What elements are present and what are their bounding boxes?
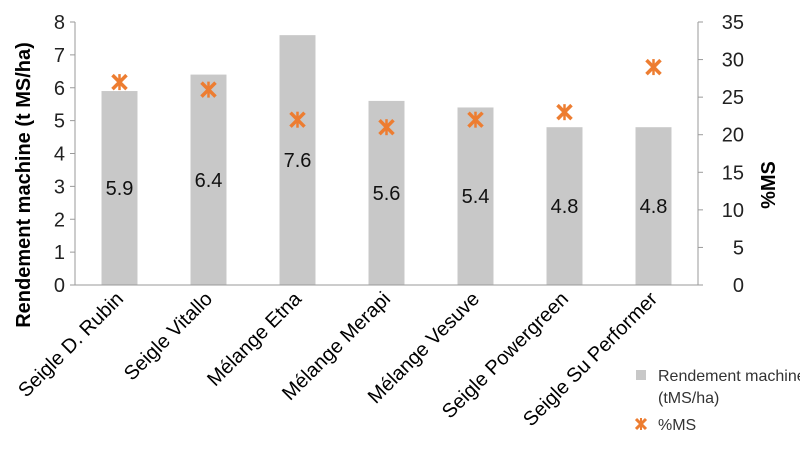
y-tick-label: 4 [54,144,65,166]
left-axis-ticks: 0 1 2 3 4 5 6 7 8 [54,12,75,297]
y-tick-label: 8 [54,12,65,34]
ms-point [289,111,306,128]
legend-bar-swatch [636,370,646,380]
y2-tick-label: 15 [722,162,744,184]
ms-point [111,73,128,91]
data-labels: 5.9 6.4 7.6 5.6 5.4 4.8 4.8 [106,150,668,218]
ms-point [200,81,217,98]
bar [279,35,316,286]
y-tick-label: 0 [54,275,65,297]
legend-x-marker-icon [634,417,648,431]
bar-data-label: 5.9 [106,178,134,200]
bar-data-label: 4.8 [640,196,668,218]
ms-point [378,118,395,136]
y-tick-label: 2 [54,209,65,231]
y-tick-label: 1 [54,242,65,264]
bar-data-label: 6.4 [195,170,223,192]
bar-data-label: 5.4 [462,186,490,208]
y2-tick-label: 30 [722,50,744,72]
bar [101,91,138,285]
y2-tick-label: 35 [722,12,744,34]
legend: Rendement machine (tMS/ha) %MS [634,368,800,434]
y2-tick-label: 0 [733,275,744,297]
legend-ms-label: %MS [658,417,696,434]
y-tick-label: 3 [54,176,65,198]
y-tick-label: 5 [54,111,65,133]
y2-tick-label: 20 [722,125,744,147]
bars [101,35,672,286]
category-label: Seigle Vitallo [120,288,217,385]
bar [546,127,583,285]
y2-axis-title: %MS [758,161,780,209]
y-tick-label: 7 [54,45,65,67]
right-axis-ticks: 0 5 10 15 20 25 30 35 [698,12,744,297]
ms-point [467,111,484,128]
legend-bar-label-line1: Rendement machine [658,368,800,385]
y-axis-title: Rendement machine (t MS/ha) [13,42,35,328]
bar [190,74,227,285]
y-tick-label: 6 [54,78,65,100]
y2-tick-label: 5 [733,237,744,259]
ms-markers [111,58,662,136]
bar [635,127,672,285]
y2-tick-label: 10 [722,200,744,222]
bar [457,107,494,285]
y2-tick-label: 25 [722,87,744,109]
bar-data-label: 5.6 [373,183,401,205]
legend-bar-label-line2: (tMS/ha) [658,390,719,407]
ms-point [556,103,573,121]
bar-data-label: 7.6 [284,150,312,172]
ms-point [645,58,662,76]
bar-data-label: 4.8 [551,196,579,218]
